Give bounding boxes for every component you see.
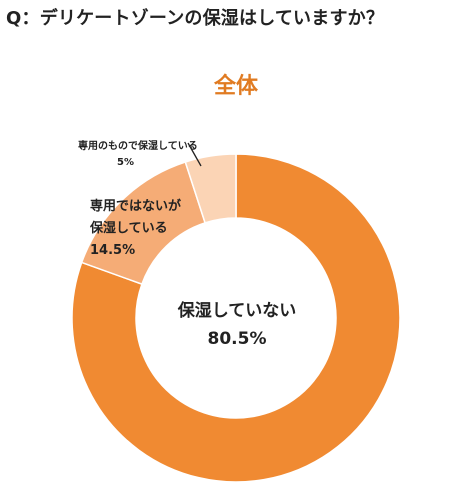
chart-title: 全体 (213, 74, 258, 99)
slice-not-moisturizing (71, 153, 401, 483)
label-dedicated-text: 専用のもので保湿している (78, 141, 198, 152)
label-dedicated-pct: 5% (117, 157, 134, 168)
label-non-dedicated-line1: 専用ではないが (90, 199, 182, 214)
label-not-moisturizing: 保湿していない 80.5% (164, 296, 310, 349)
label-non-dedicated-value: 14.5% (90, 243, 136, 258)
slice-dedicated-moisturizing (184, 153, 237, 224)
label-not-moisturizing-text: 保湿していない (177, 301, 297, 321)
question-heading: Q：デリケートゾーンの保湿はしていますか？ (6, 8, 385, 29)
label-dedicated: 専用のもので保湿している (78, 137, 198, 152)
label-non-dedicated-line2: 保湿している (90, 221, 168, 236)
label-non-dedicated: 専用ではないが 保湿している 14.5% (90, 196, 181, 262)
label-not-moisturizing-value: 80.5% (207, 329, 267, 349)
leader-line-5pct (187, 142, 202, 167)
label-dedicated-value: 5% (117, 157, 134, 168)
